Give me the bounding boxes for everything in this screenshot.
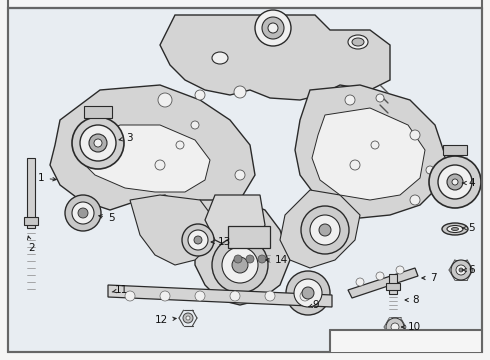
- Circle shape: [396, 266, 404, 274]
- Circle shape: [429, 156, 481, 208]
- Polygon shape: [50, 85, 255, 215]
- Circle shape: [258, 255, 266, 263]
- Polygon shape: [295, 85, 445, 218]
- Polygon shape: [348, 268, 418, 298]
- Circle shape: [194, 236, 202, 244]
- Polygon shape: [195, 200, 290, 305]
- Circle shape: [302, 287, 314, 299]
- Circle shape: [160, 291, 170, 301]
- Ellipse shape: [352, 38, 364, 46]
- Text: 1: 1: [38, 173, 56, 183]
- Circle shape: [72, 202, 94, 224]
- Circle shape: [410, 130, 420, 140]
- Polygon shape: [130, 195, 215, 265]
- Bar: [228, 226, 270, 248]
- Polygon shape: [160, 15, 390, 100]
- Circle shape: [376, 272, 384, 280]
- Circle shape: [265, 291, 275, 301]
- Text: 14: 14: [266, 255, 288, 265]
- Circle shape: [371, 141, 379, 149]
- Circle shape: [386, 318, 404, 336]
- Circle shape: [222, 247, 258, 283]
- Circle shape: [72, 117, 124, 169]
- Ellipse shape: [348, 35, 368, 49]
- Ellipse shape: [451, 228, 459, 230]
- Polygon shape: [108, 285, 332, 307]
- Circle shape: [183, 313, 193, 323]
- Circle shape: [391, 323, 399, 331]
- Text: 12: 12: [155, 315, 176, 325]
- Circle shape: [452, 179, 458, 185]
- Circle shape: [310, 215, 340, 245]
- Text: 10: 10: [402, 322, 421, 332]
- Circle shape: [268, 23, 278, 33]
- Text: 2: 2: [27, 236, 35, 253]
- Circle shape: [262, 17, 284, 39]
- Bar: [386, 283, 400, 290]
- Text: 5: 5: [99, 213, 115, 223]
- Circle shape: [286, 271, 330, 315]
- Circle shape: [65, 195, 101, 231]
- Circle shape: [80, 125, 116, 161]
- Circle shape: [345, 95, 355, 105]
- Circle shape: [300, 291, 310, 301]
- Bar: [443, 145, 467, 155]
- Text: 7: 7: [422, 273, 437, 283]
- Circle shape: [294, 279, 322, 307]
- Circle shape: [426, 166, 434, 174]
- Text: 6: 6: [463, 265, 475, 275]
- Circle shape: [234, 255, 242, 263]
- Circle shape: [459, 268, 463, 272]
- Circle shape: [230, 291, 240, 301]
- Circle shape: [451, 260, 471, 280]
- Circle shape: [191, 121, 199, 129]
- Circle shape: [182, 224, 214, 256]
- Circle shape: [234, 86, 246, 98]
- Text: 8: 8: [405, 295, 418, 305]
- Bar: [84, 106, 112, 118]
- Circle shape: [195, 291, 205, 301]
- Polygon shape: [80, 125, 210, 192]
- Text: 5: 5: [463, 223, 475, 233]
- Circle shape: [195, 90, 205, 100]
- Circle shape: [176, 141, 184, 149]
- Circle shape: [447, 174, 463, 190]
- Circle shape: [438, 165, 472, 199]
- Circle shape: [255, 10, 291, 46]
- Ellipse shape: [447, 225, 463, 233]
- Text: 3: 3: [119, 133, 133, 143]
- Polygon shape: [330, 330, 482, 352]
- Circle shape: [78, 208, 88, 218]
- Text: 9: 9: [309, 300, 318, 310]
- Circle shape: [350, 160, 360, 170]
- Circle shape: [158, 93, 172, 107]
- Text: 13: 13: [211, 237, 231, 247]
- Circle shape: [410, 195, 420, 205]
- Circle shape: [246, 255, 254, 263]
- Bar: [27, 158, 35, 228]
- Text: 11: 11: [112, 285, 128, 295]
- Circle shape: [155, 160, 165, 170]
- Circle shape: [125, 291, 135, 301]
- Polygon shape: [312, 108, 425, 200]
- Polygon shape: [280, 190, 360, 268]
- Circle shape: [319, 224, 331, 236]
- Ellipse shape: [212, 52, 228, 64]
- Circle shape: [235, 170, 245, 180]
- Ellipse shape: [442, 223, 468, 235]
- Bar: [389, 274, 397, 294]
- Circle shape: [186, 316, 190, 320]
- Circle shape: [356, 278, 364, 286]
- Circle shape: [212, 237, 268, 293]
- Circle shape: [232, 257, 248, 273]
- Circle shape: [376, 94, 384, 102]
- Circle shape: [188, 230, 208, 250]
- Circle shape: [301, 206, 349, 254]
- Bar: [24, 217, 38, 225]
- Text: 4: 4: [463, 178, 475, 188]
- Circle shape: [456, 265, 466, 275]
- Circle shape: [94, 139, 102, 147]
- Circle shape: [89, 134, 107, 152]
- Polygon shape: [205, 195, 265, 250]
